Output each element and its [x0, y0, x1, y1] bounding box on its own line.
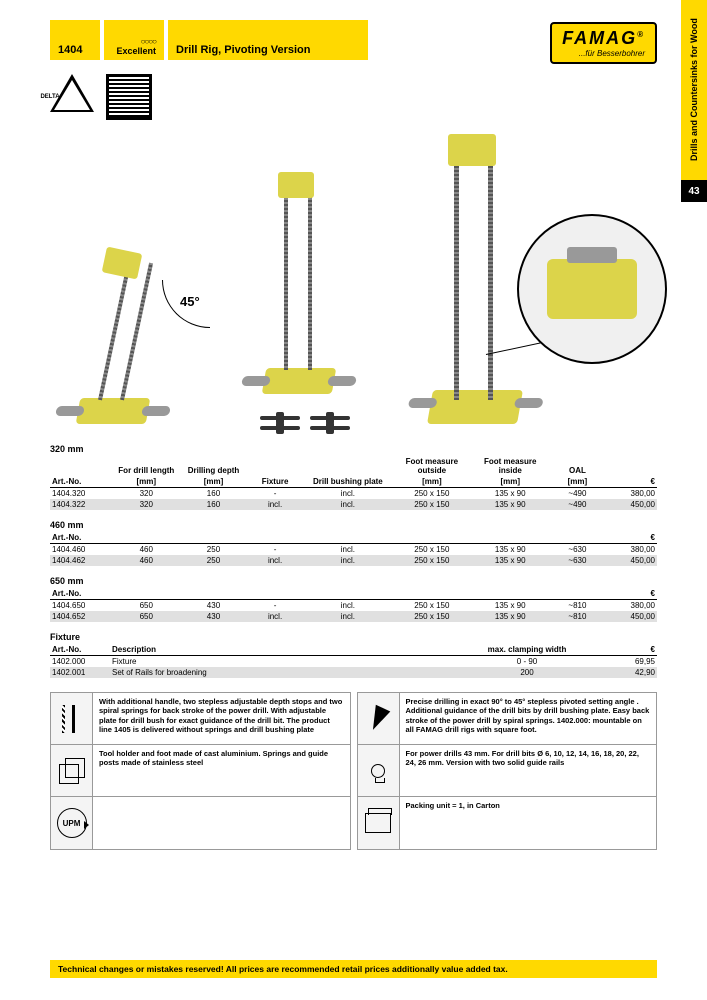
table-row: 1404.460460250 -incl.250 x 150135 x 90 ~…	[50, 544, 657, 556]
spec-table-section: 460 mm Art.-No. € 1404.460460250 -incl.2…	[50, 520, 657, 566]
logo-text: FAMAG	[562, 28, 637, 48]
feature-row: Precise drilling in exact 90° to 45° ste…	[358, 693, 657, 745]
rating-label: Excellent	[116, 46, 156, 56]
table-row: 1402.001Set of Rails for broadening20042…	[50, 667, 657, 678]
table-row: 1402.000Fixture0 - 9069,95	[50, 656, 657, 668]
sidebar-page-num: 43	[681, 180, 707, 202]
qr-code-icon	[106, 74, 152, 120]
spec-table-section: 320 mm For drill lengthDrilling depth Fo…	[50, 444, 657, 510]
badges-row: DELTA	[50, 74, 657, 120]
sidebar-category: Drills and Countersinks for Wood	[681, 0, 707, 180]
table-row: 1404.462460250 incl.incl.250 x 150135 x …	[50, 555, 657, 566]
delta-badge: DELTA	[50, 74, 94, 120]
rating-box: ○○○○ Excellent	[104, 20, 164, 60]
feature-row: UPM	[51, 797, 350, 849]
fixture-section: Fixture Art.-No. Description max. clampi…	[50, 632, 657, 678]
spec-table: Art.-No. € 1404.650650430 -incl.250 x 15…	[50, 588, 657, 622]
product-title: Drill Rig, Pivoting Version	[168, 20, 368, 60]
product-illustration: 45°	[50, 124, 657, 434]
angle-label: 45°	[180, 294, 200, 309]
rating-stars-icon: ○○○○	[141, 37, 156, 46]
spec-table: Art.-No. € 1404.460460250 -incl.250 x 15…	[50, 532, 657, 566]
power-drill-icon	[358, 693, 400, 744]
sidebar: Drills and Countersinks for Wood 43	[681, 0, 707, 260]
detail-zoom	[517, 214, 667, 364]
table-row: 1404.652650430 incl.incl.250 x 150135 x …	[50, 611, 657, 622]
fixture-table: Art.-No. Description max. clamping width…	[50, 644, 657, 678]
spec-table: For drill lengthDrilling depth Foot meas…	[50, 456, 657, 510]
drill-bits-icon	[51, 693, 93, 744]
features-grid: With additional handle, two stepless adj…	[50, 692, 657, 850]
feature-row: For power drills 43 mm. For drill bits Ø…	[358, 745, 657, 797]
feature-row: Tool holder and foot made of cast alumin…	[51, 745, 350, 797]
upm-icon: UPM	[51, 797, 93, 849]
feature-row: With additional handle, two stepless adj…	[51, 693, 350, 745]
feature-row: Packing unit = 1, in Carton	[358, 797, 657, 849]
table-row: 1404.650650430 -incl.250 x 150135 x 90 ~…	[50, 600, 657, 612]
product-code: 1404	[50, 20, 100, 60]
brand-logo: FAMAG® ...für Besserbohrer	[550, 22, 657, 64]
spec-table-section: 650 mm Art.-No. € 1404.650650430 -incl.2…	[50, 576, 657, 622]
table-row: 1404.322320160 incl.incl.250 x 150135 x …	[50, 499, 657, 510]
table-row: 1404.320320160 -incl.250 x 150135 x 90 ~…	[50, 488, 657, 500]
packaging-box-icon	[358, 797, 400, 849]
idea-bulb-icon	[358, 745, 400, 796]
footer-disclaimer: Technical changes or mistakes reserved! …	[50, 960, 657, 978]
logo-tagline: ...für Besserbohrer	[562, 49, 645, 58]
material-cube-icon	[51, 745, 93, 796]
